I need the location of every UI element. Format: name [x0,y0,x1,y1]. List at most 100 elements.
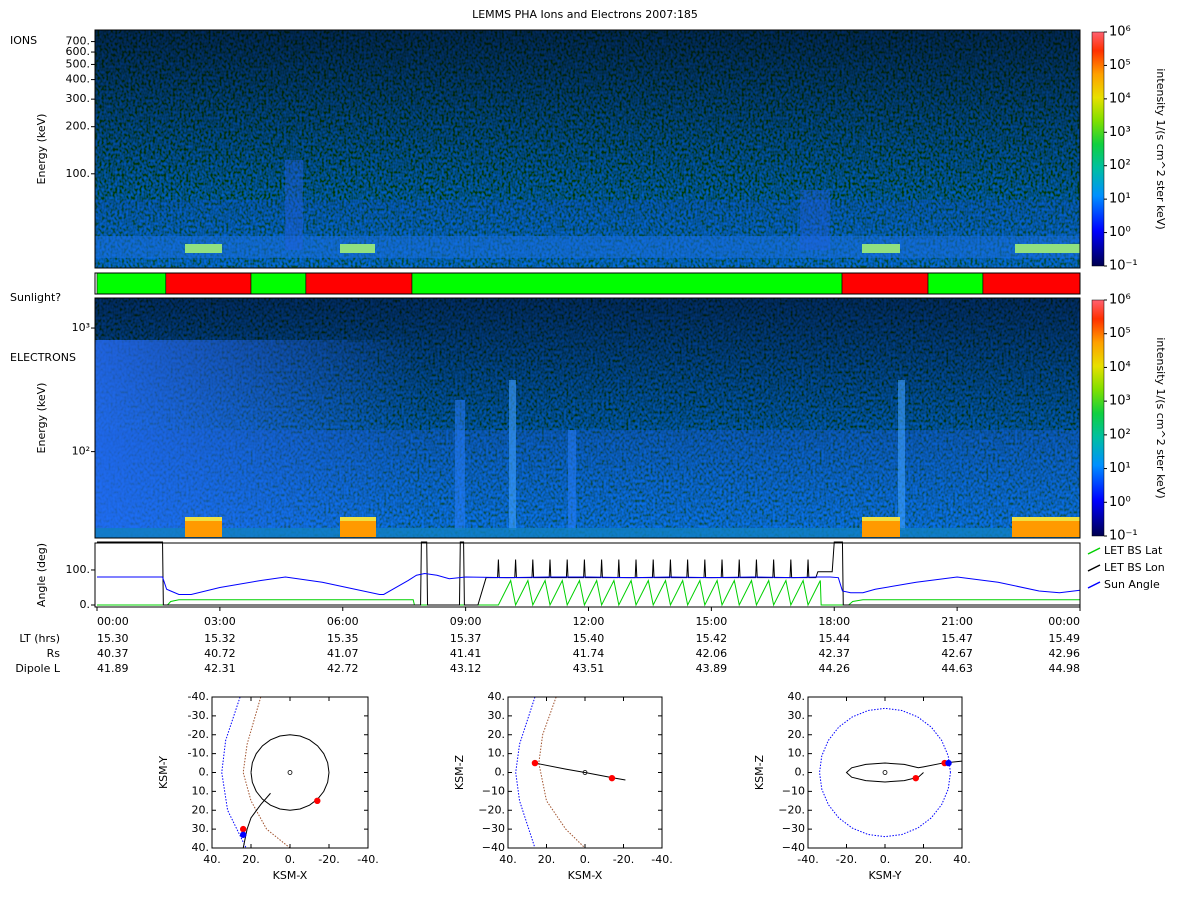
colorbar-tick-label: 10³ [1109,125,1131,140]
y-tick-label: −40 [482,841,505,854]
sunlight-segment [927,272,984,295]
electrons-spectrogram-image [95,298,1080,538]
y-tick-label: 10. [192,784,210,797]
colorbar-tick-label: 10³ [1109,394,1131,409]
legend-label: LET BS Lat [1104,544,1163,557]
y-tick-label: 40. [192,841,210,854]
ephemeris-value: 40.37 [97,647,129,660]
ephemeris-label: Rs [47,647,61,660]
colorbar-tick-label: 10⁶ [1109,25,1131,40]
ephemeris-label: LT (hrs) [19,632,60,645]
x-axis-label: KSM-X [273,869,308,882]
x-tick-label: -40. [357,853,378,866]
x-tick-label: -40. [797,853,818,866]
x-tick-label: 20. [915,853,933,866]
ephemeris-value: 42.31 [204,662,236,675]
orbit-marker [287,770,293,775]
x-tick-label: 0. [880,853,891,866]
x-tick-label: 18:00 [818,615,850,628]
y-tick-label: −30 [782,822,805,835]
chart-title: LEMMS PHA Ions and Electrons 2007:185 [472,8,698,21]
colorbar-tick-label: 10⁶ [1109,293,1131,308]
y-tick-label: 40. [788,690,806,703]
y-tick-label: 30. [788,709,806,722]
ephemeris-value: 15.37 [450,632,482,645]
legend-swatch [1087,547,1101,555]
ephemeris-value: 15.42 [696,632,728,645]
y-tick-label: 500. [66,57,91,70]
ephemeris-label: Dipole L [15,662,61,675]
orbit-curve [250,734,330,811]
y-tick-label: 700. [66,35,91,48]
ephemeris-value: 41.74 [573,647,605,660]
plot-frame [94,272,1081,295]
orbit-curve [242,792,271,849]
y-tick-label: −10 [782,784,805,797]
x-tick-label: 15:00 [696,615,728,628]
y-tick-label: 40. [488,690,506,703]
orbit-curve [221,696,247,849]
y-tick-label: 0. [199,766,210,779]
y-tick-label: −20. [778,803,805,816]
x-tick-label: 40. [953,853,971,866]
legend-swatch [1087,564,1101,572]
ephemeris-value: 41.07 [327,647,359,660]
ephemeris-value: 15.47 [941,632,973,645]
ephemeris-value: 41.89 [97,662,129,675]
ephemeris-value: 15.30 [97,632,129,645]
y-axis-label: KSM-Z [453,754,466,790]
orbit-marker [314,797,321,805]
colorbar-tick-label: 10⁻¹ [1109,529,1138,544]
x-tick-label: 0. [285,853,296,866]
sunlight-segment [305,272,413,295]
orbit-marker [608,774,616,782]
y-tick-label: −40 [782,841,805,854]
y-tick-label: 100. [66,563,91,576]
y-tick-label: -30. [188,709,209,722]
colorbar-tick-label: 10² [1109,158,1131,173]
x-tick-label: 09:00 [450,615,482,628]
sunlight-segment [411,272,843,295]
y-axis-label: Energy (keV) [35,114,48,185]
plot-frame [94,297,1081,539]
orbit-marker [945,759,952,767]
ephemeris-value: 42.96 [1049,647,1081,660]
x-tick-label: 20. [242,853,260,866]
x-tick-label: 00:00 [97,615,129,628]
colorbar-tick-label: 10⁻¹ [1109,259,1138,274]
panel-label: Sunlight? [10,291,61,304]
y-tick-label: 10³ [72,321,90,334]
y-tick-label: 10² [72,445,90,458]
ephemeris-value: 42.72 [327,662,359,675]
line-series [97,572,1081,595]
x-axis-label: KSM-Y [868,869,901,882]
orbit-marker [239,831,247,838]
ephemeris-value: 44.98 [1049,662,1081,675]
y-tick-label: −30 [482,822,505,835]
y-tick-label: 0. [495,766,506,779]
x-tick-label: -20. [836,853,857,866]
y-tick-label: 30. [192,822,210,835]
orbit-marker [882,770,888,775]
ephemeris-value: 15.44 [819,632,851,645]
ephemeris-value: 43.12 [450,662,482,675]
y-tick-label: 20. [788,728,806,741]
line-series [97,578,1080,607]
colorbar-tick-label: 10⁵ [1109,326,1131,341]
x-tick-label: 0. [580,853,591,866]
y-tick-label: 10. [788,747,806,760]
panel-label: IONS [10,34,37,47]
y-axis-label: Angle (deg) [35,543,48,607]
orbit-curve [242,696,291,849]
sunlight-segment [841,272,929,295]
x-tick-label: 06:00 [327,615,359,628]
colorbar-tick-label: 10¹ [1109,192,1131,207]
ephemeris-value: 15.40 [573,632,605,645]
ephemeris-value: 44.63 [941,662,973,675]
colorbar-tick-label: 10⁴ [1109,360,1131,375]
y-tick-label: 20. [192,803,210,816]
y-axis-label: KSM-Y [157,756,170,789]
y-tick-label: 400. [66,73,91,86]
